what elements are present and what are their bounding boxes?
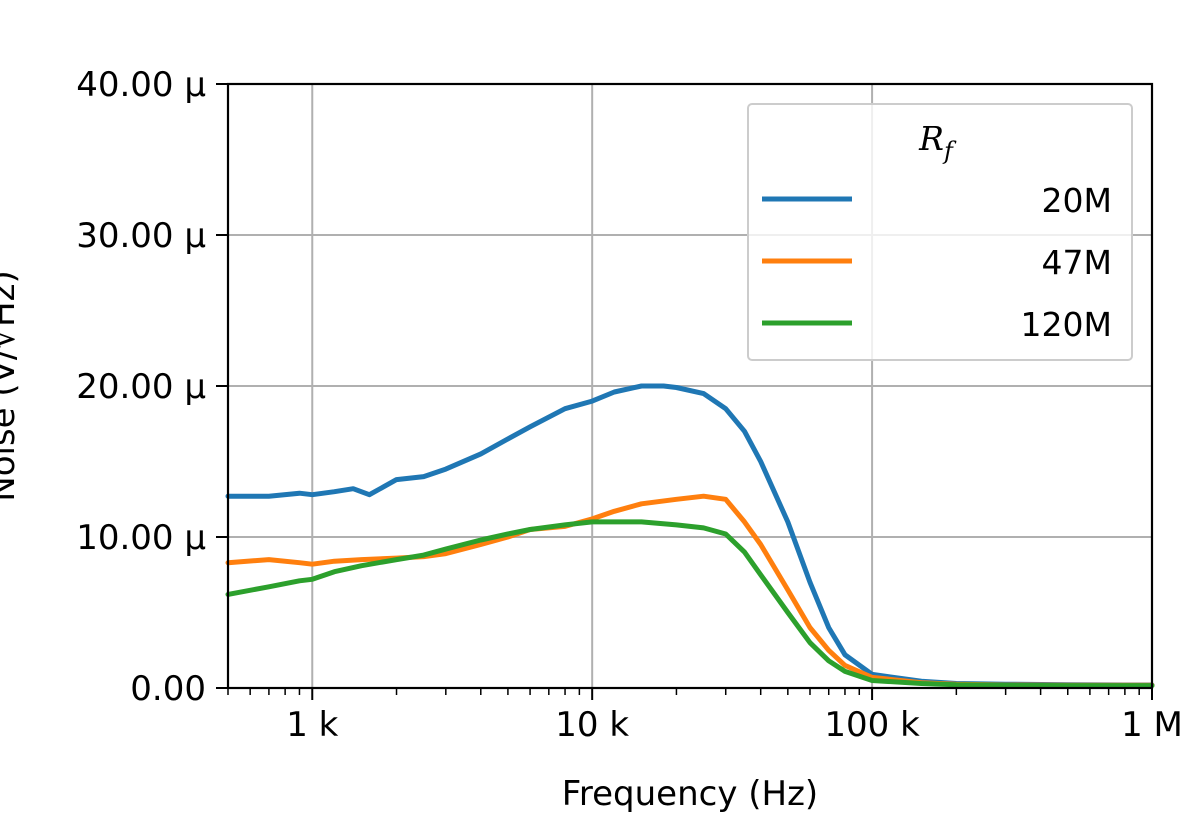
- y-axis-ticks: 0.00 10.00 μ 20.00 μ 30.00 μ 40.00 μ: [76, 65, 228, 709]
- legend-box: [747, 103, 1133, 361]
- y-tick-label: 0.00: [130, 669, 206, 709]
- x-tick-label: 10 k: [555, 705, 629, 745]
- y-tick-label: 40.00 μ: [76, 65, 206, 105]
- legend-items: 20M 47M 120M: [762, 181, 1112, 344]
- series-layer: [225, 383, 1155, 689]
- y-tick-label: 20.00 μ: [76, 367, 206, 407]
- legend-label: 47M: [1042, 243, 1112, 282]
- legend-title-main: R: [918, 119, 944, 158]
- legend-label: 20M: [1042, 181, 1112, 220]
- y-axis-label: Noise (V/√Hz): [0, 270, 23, 501]
- y-tick-label: 30.00 μ: [76, 216, 206, 256]
- x-tick-label: 100 k: [824, 705, 920, 745]
- series-line-120m: [225, 519, 1155, 689]
- x-tick-label: 1 M: [1121, 705, 1183, 745]
- minor-ticks: [227, 688, 1140, 695]
- y-tick-label: 10.00 μ: [76, 518, 206, 558]
- x-axis-ticks: 1 k 10 k 100 k 1 M: [286, 688, 1183, 745]
- x-tick-label: 1 k: [286, 705, 338, 745]
- legend-label: 120M: [1021, 305, 1112, 344]
- x-axis-label: Frequency (Hz): [562, 774, 818, 814]
